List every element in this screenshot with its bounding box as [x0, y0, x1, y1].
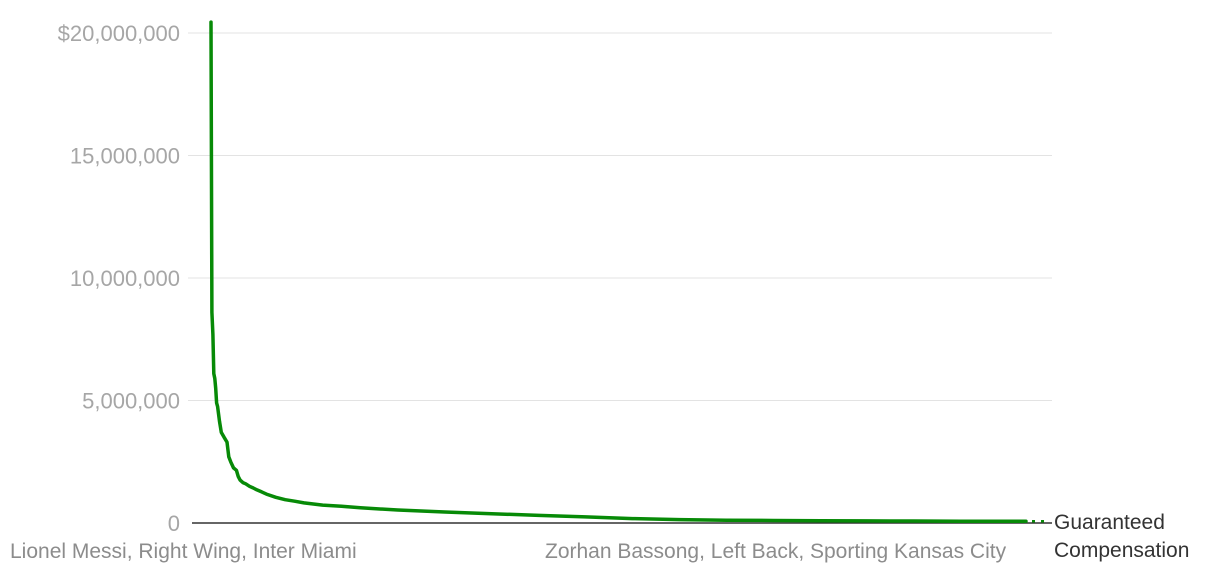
series-label: Guaranteed Compensation — [1054, 511, 1189, 562]
x-tick-label: Lionel Messi, Right Wing, Inter Miami — [10, 540, 357, 563]
x-axis-tick-labels: Lionel Messi, Right Wing, Inter Miami Zor… — [10, 540, 1007, 563]
x-tick-label: Zorhan Bassong, Left Back, Sporting Kans… — [545, 540, 1007, 563]
y-tick-label: $20,000,000 — [58, 21, 180, 46]
y-axis-ticks: 0 5,000,000 10,000,000 15,000,000 $20,000,00… — [58, 21, 180, 536]
y-tick-label: 15,000,000 — [70, 144, 180, 169]
series-line — [209, 20, 1028, 524]
series-labels: Guaranteed Compensation — [1054, 511, 1189, 562]
y-tick-label: 10,000,000 — [70, 266, 180, 291]
y-tick-label: 0 — [168, 511, 180, 536]
y-tick-label: 5,000,000 — [82, 389, 180, 414]
series-lines — [209, 20, 1050, 524]
gridlines — [188, 32, 1052, 401]
